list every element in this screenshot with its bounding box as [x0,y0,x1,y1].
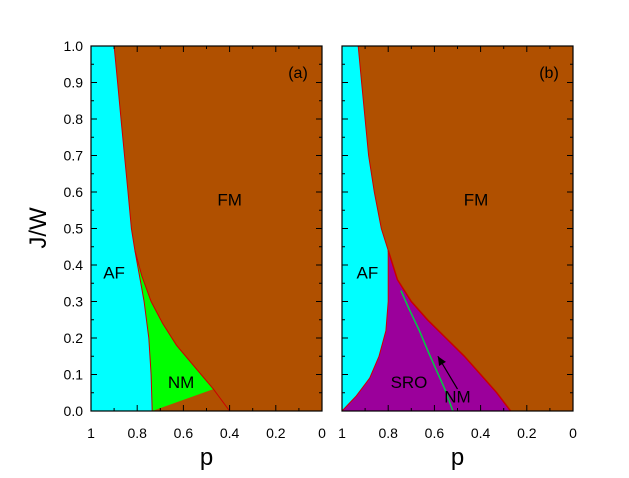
x-tick-label: 0.4 [471,425,491,441]
y-tick-label: 1.0 [64,38,84,54]
boundary-af-nm [134,250,153,412]
panel-tag: (a) [288,65,308,82]
x-tick-label: 0.6 [174,425,194,441]
x-tick-label: 0.2 [517,425,537,441]
y-tick-label: 0.1 [64,367,84,383]
region-nm-fill [134,250,214,411]
region-label-fm: FM [464,190,489,209]
x-tick-label: 1 [87,425,95,441]
y-tick-label: 0.4 [64,257,84,273]
region-label-af: AF [357,263,379,282]
boundary-nm-line [400,290,454,412]
y-tick-label: 0.7 [64,148,84,164]
region-af-fill [91,46,153,411]
region-label-sro: SRO [391,373,428,392]
x-tick-label: 0.6 [425,425,445,441]
y-tick-label: 0.5 [64,221,84,237]
y-tick-label: 0.2 [64,330,84,346]
region-label-nm: NM [168,373,194,392]
x-tick-label: 0 [318,425,326,441]
y-tick-label: 0.0 [64,403,84,419]
boundary-af-sro [341,250,389,412]
region-af-fill [342,46,389,411]
region-label-nm: NM [444,387,470,406]
region-sro-fill [342,250,511,411]
y-tick-label: 0.8 [64,111,84,127]
panel-a: 0.0 0.1 0.2 0.3 0.4 0.5 0.6 0.7 0.8 0.9 1.0 1 0.8 0.6… [64,38,327,471]
x-tick-label: 0.8 [127,425,147,441]
x-tick-label: 0.4 [220,425,240,441]
y-tick-label: 0.6 [64,184,84,200]
y-tick-label: 0.3 [64,294,84,310]
x-axis-title: p [451,444,464,471]
x-tick-label: 1 [338,425,346,441]
boundary-af-fm [357,45,389,251]
panel-b: 1 0.8 0.6 0.4 0.2 0 p (b) AF FM SRO NM [338,45,577,471]
y-axis-title: J/W [25,207,52,249]
boundary-nm-fm [134,250,231,412]
x-tick-label: 0.2 [266,425,286,441]
y-tick-label: 0.9 [64,75,84,91]
region-label-af: AF [103,263,125,282]
boundary-af-fm [113,45,136,251]
x-tick-label: 0.8 [378,425,398,441]
annotation-arrow-head [437,356,446,367]
x-tick-label: 0 [569,425,577,441]
x-axis-title: p [200,444,213,471]
panel-tag: (b) [539,65,559,82]
region-label-fm: FM [217,190,242,209]
boundary-sro-fm [387,250,512,412]
